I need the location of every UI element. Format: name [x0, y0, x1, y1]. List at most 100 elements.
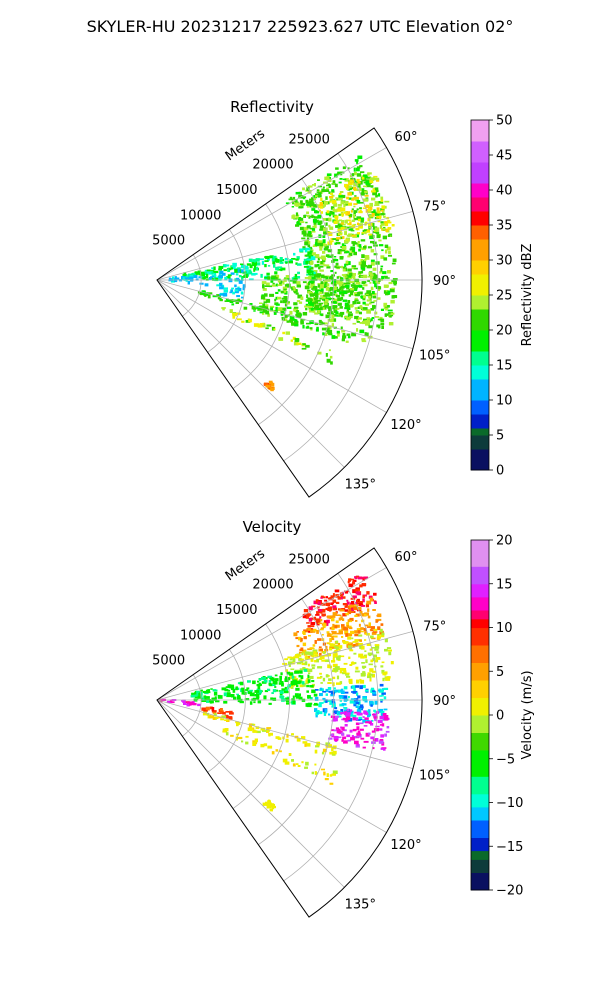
- data-cell: [366, 299, 372, 302]
- data-cell: [317, 609, 323, 612]
- data-cell: [362, 719, 367, 723]
- data-cell: [355, 577, 358, 580]
- data-cell: [262, 802, 268, 806]
- data-cell: [228, 716, 233, 720]
- data-cell: [381, 249, 384, 252]
- data-cell: [309, 227, 313, 230]
- data-cell: [380, 322, 385, 325]
- data-cell: [368, 233, 372, 236]
- data-cell: [231, 265, 236, 270]
- data-cell: [371, 647, 376, 649]
- data-cell: [212, 697, 217, 701]
- data-cell: [328, 333, 332, 336]
- data-cell: [326, 619, 330, 624]
- data-cell: [307, 648, 312, 651]
- data-cell: [204, 283, 209, 287]
- data-cell: [330, 643, 336, 646]
- data-cell: [307, 695, 311, 699]
- data-cell: [223, 287, 228, 290]
- data-cell: [320, 596, 323, 599]
- data-cell: [287, 278, 291, 281]
- data-cell: [322, 282, 326, 285]
- data-cell: [303, 668, 308, 672]
- data-cell: [334, 265, 337, 268]
- data-cell: [220, 718, 225, 721]
- data-cell: [322, 227, 328, 232]
- data-cell: [328, 678, 332, 681]
- data-cell: [252, 727, 255, 730]
- data-cell: [331, 773, 336, 776]
- data-cell: [328, 232, 333, 236]
- data-cell: [339, 655, 345, 658]
- data-cell: [368, 663, 373, 666]
- colorbar-band: [471, 715, 489, 733]
- data-cell: [373, 280, 377, 284]
- data-cell: [339, 288, 342, 291]
- data-cell: [322, 294, 327, 299]
- data-cell: [340, 690, 345, 694]
- data-cell: [327, 687, 332, 690]
- data-cell: [350, 284, 356, 287]
- data-cell: [371, 730, 376, 733]
- data-cell: [313, 299, 319, 304]
- data-cell: [385, 677, 391, 681]
- data-cell: [377, 324, 381, 329]
- data-cell: [341, 624, 345, 628]
- data-cell: [280, 310, 283, 314]
- data-cell: [311, 653, 315, 658]
- data-cell: [345, 612, 349, 616]
- data-cell: [300, 638, 303, 641]
- data-cell: [319, 228, 324, 231]
- data-cell: [363, 627, 367, 632]
- data-cell: [353, 736, 357, 739]
- data-cell: [313, 222, 317, 225]
- data-cell: [333, 298, 339, 302]
- data-cell: [331, 746, 336, 750]
- data-cell: [283, 318, 288, 322]
- data-cell: [230, 289, 234, 293]
- data-cell: [335, 640, 339, 644]
- data-cell: [277, 278, 281, 281]
- data-cell: [311, 664, 316, 667]
- data-cell: [355, 591, 360, 595]
- data-cell: [381, 661, 385, 664]
- data-cell: [372, 191, 378, 196]
- data-cell: [368, 210, 372, 214]
- data-cell: [332, 599, 337, 603]
- data-cell: [328, 713, 331, 716]
- data-cell: [387, 309, 393, 312]
- data-cell: [326, 266, 331, 269]
- data-cell: [210, 688, 213, 690]
- data-cell: [323, 232, 327, 235]
- data-cell: [388, 281, 393, 285]
- data-cell: [312, 285, 316, 289]
- data-cell: [296, 312, 302, 316]
- data-cell: [392, 258, 397, 263]
- data-cell: [332, 180, 336, 184]
- data-cell: [351, 332, 357, 337]
- data-cell: [311, 214, 314, 219]
- data-cell: [257, 689, 262, 694]
- data-cell: [298, 680, 302, 684]
- colorbar-band: [471, 627, 489, 646]
- data-cell: [344, 307, 348, 310]
- data-cell: [352, 717, 356, 721]
- data-cell: [358, 653, 364, 658]
- data-cell: [205, 706, 210, 711]
- data-cell: [352, 301, 355, 305]
- data-cell: [368, 272, 372, 275]
- data-cell: [339, 291, 344, 295]
- data-cell: [388, 322, 394, 326]
- data-cell: [293, 308, 299, 312]
- data-cell: [313, 270, 318, 272]
- data-cell: [334, 589, 340, 593]
- data-cell: [343, 741, 348, 744]
- data-cell: [346, 287, 349, 290]
- data-cell: [270, 803, 273, 807]
- data-cell: [325, 688, 329, 693]
- data-cell: [317, 638, 322, 641]
- data-cell: [324, 292, 329, 295]
- data-cell: [368, 595, 373, 599]
- data-cell: [370, 722, 374, 726]
